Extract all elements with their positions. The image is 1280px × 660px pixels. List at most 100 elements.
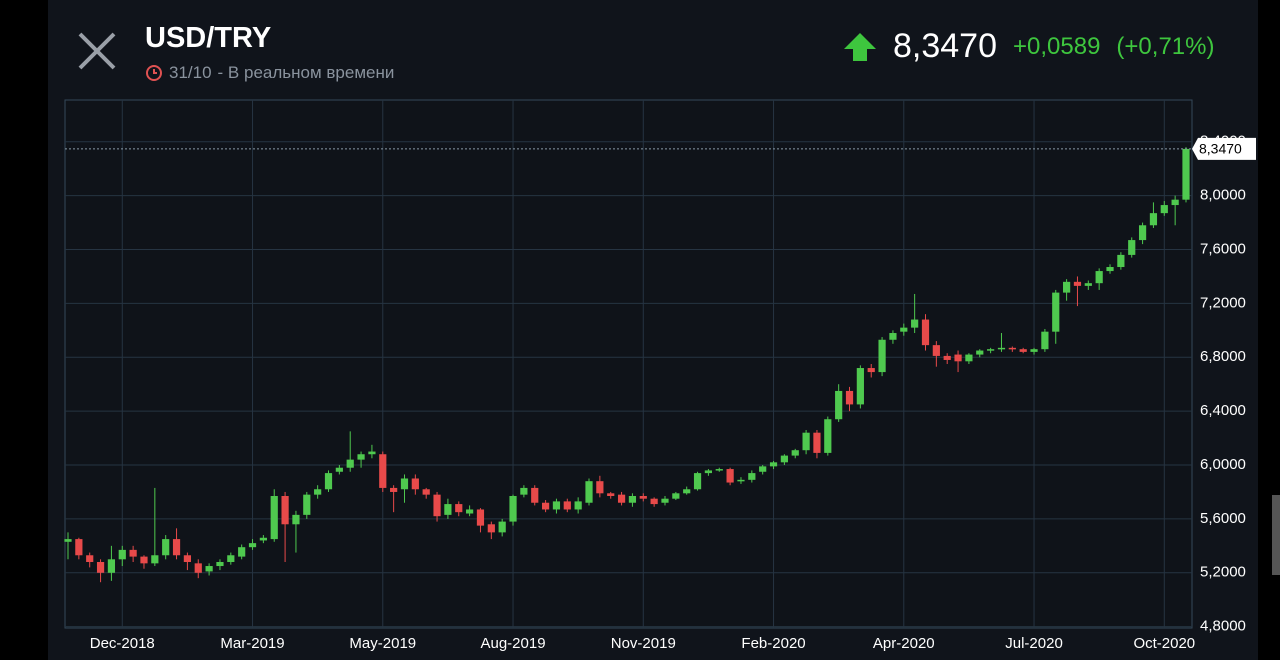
y-tick-label: 6,0000 (1200, 456, 1246, 473)
candle-body (585, 481, 593, 503)
y-tick-label: 7,6000 (1200, 240, 1246, 257)
candle-body (954, 354, 962, 362)
candle-body (259, 537, 267, 541)
candle-body (248, 543, 257, 548)
candle-body (357, 454, 365, 460)
candle-body (552, 501, 561, 510)
candle-body (487, 524, 495, 533)
candle-body (824, 419, 832, 453)
candle-body (997, 347, 1006, 350)
price-box: 8,3470 +0,0589 (+0,71%) (843, 27, 1214, 66)
candle-body (921, 319, 930, 346)
candle-body (411, 478, 419, 490)
candle-body (650, 498, 658, 505)
candle-body (455, 504, 463, 513)
candle-body (639, 496, 647, 499)
candle-body (433, 494, 441, 517)
candle-body (835, 390, 843, 420)
candle-body (791, 450, 799, 456)
candle-body (96, 562, 105, 573)
candle-body (748, 473, 756, 480)
candle-body (314, 489, 322, 495)
candle-body (172, 539, 181, 556)
y-tick-label: 4,8000 (1200, 618, 1246, 635)
candle-body (216, 562, 224, 567)
candle-body (1138, 225, 1147, 241)
x-tick-label: Aug-2019 (480, 635, 545, 652)
candle-body (1030, 349, 1038, 352)
candle-body (693, 473, 702, 490)
candle-body (1171, 199, 1179, 206)
candle-body (965, 354, 973, 362)
candle-body (498, 521, 506, 533)
candle-body (1117, 254, 1125, 268)
candle-body (802, 432, 810, 451)
candle-body (780, 455, 788, 463)
candle-body (1160, 205, 1168, 214)
pair-title: USD/TRY (145, 22, 272, 54)
candle-body (531, 487, 539, 503)
candle-body (292, 514, 300, 525)
x-tick-label: Oct-2020 (1133, 635, 1195, 652)
candle-body (1095, 271, 1103, 284)
candle-body (1182, 148, 1190, 200)
y-tick-label: 5,6000 (1200, 510, 1246, 527)
candle-body (563, 501, 571, 510)
candle-body (379, 454, 387, 488)
y-tick-label: 6,8000 (1200, 348, 1246, 365)
candle-body (726, 469, 734, 483)
mode: - В реальном времени (217, 63, 395, 82)
candle-body (813, 432, 821, 453)
change: +0,0589 (1013, 32, 1101, 60)
y-tick-label: 8,0000 (1200, 187, 1246, 204)
candle-body (845, 390, 854, 405)
candle-body (1041, 331, 1049, 350)
candle-body (1149, 213, 1158, 226)
candle-body (976, 350, 984, 355)
candle-body (162, 539, 170, 556)
candle-body (444, 504, 452, 515)
y-tick-label: 6,4000 (1200, 402, 1246, 419)
candle-body (1084, 283, 1092, 286)
y-tick-label: 5,2000 (1200, 564, 1246, 581)
y-tick-label: 7,2000 (1200, 294, 1246, 311)
candle-body (64, 539, 72, 542)
candle-body (1073, 281, 1082, 286)
candle-body (943, 355, 951, 360)
candle-body (324, 473, 333, 490)
change-percent: (+0,71%) (1116, 32, 1215, 60)
candle-body (607, 493, 615, 496)
candle-body (1008, 347, 1016, 350)
date: 31/10 (169, 63, 212, 82)
candle-body (183, 555, 191, 562)
candle-body (281, 496, 289, 525)
scrollbar (1272, 495, 1280, 575)
candle-body (75, 539, 83, 556)
candle-body (628, 496, 637, 503)
subtitle: 31/10 - В реальном времени (145, 63, 394, 83)
candle-body (86, 555, 94, 562)
candle-body (574, 501, 582, 510)
candle-body (129, 549, 137, 557)
candle-body (1019, 349, 1027, 352)
candle-body (661, 498, 669, 503)
candle-body (509, 496, 517, 522)
screen-edge (0, 0, 48, 660)
candle-body (390, 487, 398, 492)
candle-body (541, 502, 550, 510)
candle-body (303, 494, 311, 515)
candle-body (878, 339, 886, 373)
candle-body (889, 333, 897, 340)
candle-body (596, 481, 604, 494)
candle-body (704, 470, 713, 474)
candle-body (683, 489, 691, 494)
candle-body (466, 509, 474, 514)
x-tick-label: Mar-2019 (220, 635, 284, 652)
close-button[interactable] (76, 30, 118, 72)
candle-body (856, 368, 864, 405)
candle-body (617, 494, 626, 503)
candle-body (672, 493, 680, 499)
candle-body (867, 368, 875, 373)
candle-body (900, 327, 908, 332)
candle-body (737, 479, 745, 482)
